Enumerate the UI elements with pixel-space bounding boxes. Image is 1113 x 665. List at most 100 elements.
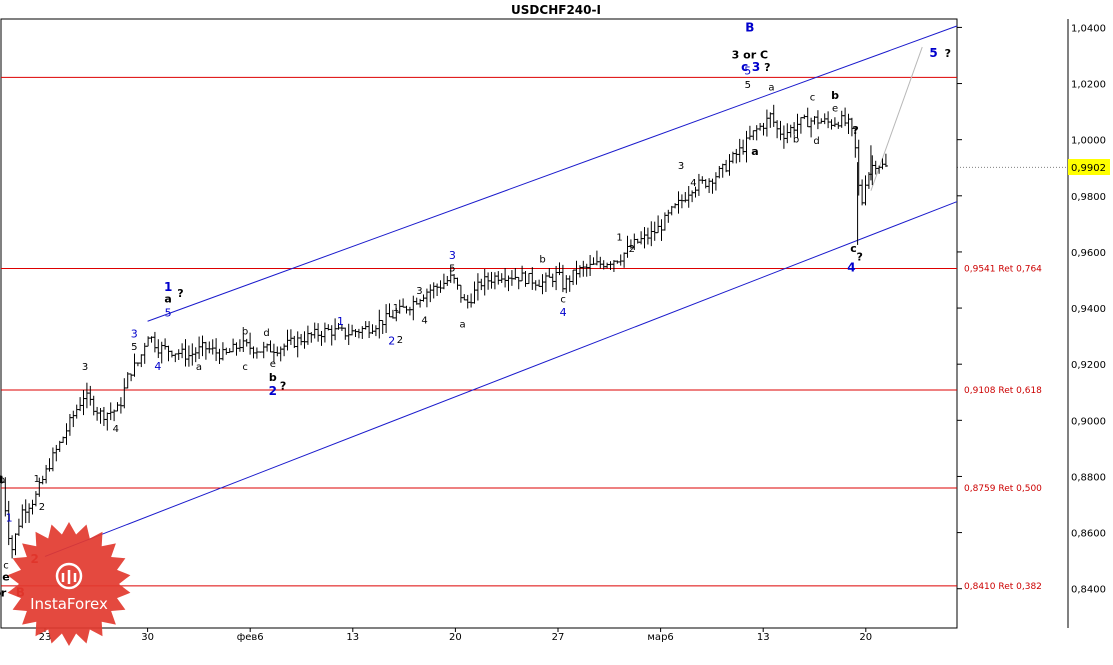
wave-label: ? (856, 250, 862, 263)
x-tick-label: 23 (39, 632, 52, 643)
wave-label: a (751, 145, 758, 158)
wave-label: b (539, 255, 545, 266)
wave-label: 2 (397, 335, 403, 346)
wave-label: 5 (744, 65, 751, 78)
wave-label: 3 (416, 286, 422, 297)
wave-label: 4 (154, 360, 161, 373)
wave-label: 2 (388, 335, 395, 348)
y-tick-label: 0,9800 (1071, 192, 1106, 203)
wave-label: 5 (131, 342, 137, 353)
wave-label: 3 (678, 161, 684, 172)
wave-label: 1 (337, 315, 344, 328)
wave-label: ? (764, 61, 770, 74)
chart-title: USDCHF240-I (511, 3, 601, 17)
fib-level-label: 0,9108 Ret 0,618 (964, 386, 1042, 396)
wave-label: 1 (34, 474, 40, 485)
wave-label: 1 (164, 280, 172, 294)
wave-label: 4 (421, 316, 427, 327)
wave-label: b (269, 371, 277, 384)
plot-frame (0, 18, 958, 629)
wave-labels: b1ceorB212343541a5?abdceb2?12213435abc41… (0, 21, 951, 600)
wave-label: 4 (847, 261, 855, 275)
wave-label: b (242, 327, 248, 338)
wave-label: 2 (269, 384, 277, 398)
wave-label: d (813, 136, 819, 147)
wave-label: 5 (929, 46, 937, 60)
wave-label: a (196, 362, 202, 373)
wave-label: ? (945, 47, 951, 60)
instaforex-logo: InstaForex (7, 522, 131, 646)
wave-label: e (832, 104, 838, 115)
x-tick-label: 20 (449, 632, 462, 643)
wave-label: 1 (616, 233, 622, 244)
y-tick-label: 0,9400 (1071, 304, 1106, 315)
fib-level-label: 0,9541 Ret 0,764 (964, 264, 1042, 274)
y-tick-label: 0,9000 (1071, 416, 1106, 427)
wave-label: 1 (393, 303, 399, 314)
y-tick-label: 1,0400 (1071, 23, 1106, 34)
wave-label: 2 (39, 502, 45, 513)
wave-label: b (793, 134, 799, 145)
logo-text: InstaForex (30, 595, 108, 613)
wave-label: a (164, 292, 171, 305)
logo-emblem-mark (61, 570, 77, 584)
wave-label: 3 (449, 249, 456, 262)
wave-label: c (242, 362, 248, 373)
x-tick-label: 13 (757, 632, 770, 643)
price-bar (883, 153, 888, 167)
wave-label: e (2, 570, 9, 583)
y-tick-label: 1,0200 (1071, 80, 1106, 91)
wave-label: b (0, 475, 5, 486)
wave-label: 1 (6, 511, 13, 524)
y-tick-label: 0,8600 (1071, 529, 1106, 540)
wave-label: 4 (560, 306, 567, 319)
x-axis: 23 30 фев6 13 20 27 мар6 13 20 (39, 628, 872, 643)
y-tick-label: 0,9200 (1071, 360, 1106, 371)
x-tick-label: фев6 (237, 632, 264, 643)
wave-label: 4 (690, 178, 696, 189)
channel-upper-line (147, 25, 957, 322)
wave-label: ? (177, 287, 183, 300)
wave-label: 5 (745, 80, 751, 91)
wave-label: 3 (752, 60, 760, 74)
current-price-label: 0,9902 (1071, 163, 1106, 174)
y-tick-label: 0,8400 (1071, 585, 1106, 596)
x-tick-label: 13 (346, 632, 359, 643)
fib-level-label: 0,8410 Ret 0,382 (964, 582, 1042, 592)
wave-label: 3 (82, 362, 88, 373)
wave-label: c (560, 294, 566, 305)
wave-label: 5 (449, 264, 455, 275)
fib-level-label: 0,8759 Ret 0,500 (964, 484, 1042, 494)
x-tick-label: 30 (141, 632, 154, 643)
wave-label: 5 (165, 306, 172, 319)
channel-lower-line (44, 201, 957, 557)
x-tick-label: мар6 (647, 632, 673, 643)
x-tick-label: 27 (552, 632, 565, 643)
wave-label: ? (852, 124, 858, 137)
wave-label: c (810, 92, 816, 103)
price-bars (1, 104, 888, 559)
wave-label: 3 (131, 327, 138, 340)
wave-label: B (745, 21, 754, 35)
x-tick-label: 20 (859, 632, 872, 643)
wave-label: a (460, 320, 466, 331)
wave-label: 2 (629, 244, 635, 255)
wave-label: b (831, 89, 839, 102)
wave-label: c (3, 561, 9, 572)
logo-emblem-icon (55, 562, 83, 590)
wave-label: c (741, 60, 748, 74)
fib-levels: 0,9541 Ret 0,764 0,9108 Ret 0,618 0,8759 R… (1, 76, 1042, 592)
wave-label: c (850, 242, 857, 255)
wave-label: d (263, 328, 269, 339)
current-price-marker: 0,9902 (1068, 159, 1110, 175)
y-tick-label: 1,0000 (1071, 136, 1106, 147)
wave-label: 3 or C (732, 48, 768, 61)
wave-label: or (0, 587, 7, 600)
y-axis: 0,8400 0,8600 0,8800 0,9000 0,9200 0,9400 0,96… (957, 19, 1106, 628)
y-tick-label: 0,8800 (1071, 472, 1106, 483)
y-tick-label: 0,9600 (1071, 248, 1106, 259)
wave-label: 4 (113, 424, 119, 435)
